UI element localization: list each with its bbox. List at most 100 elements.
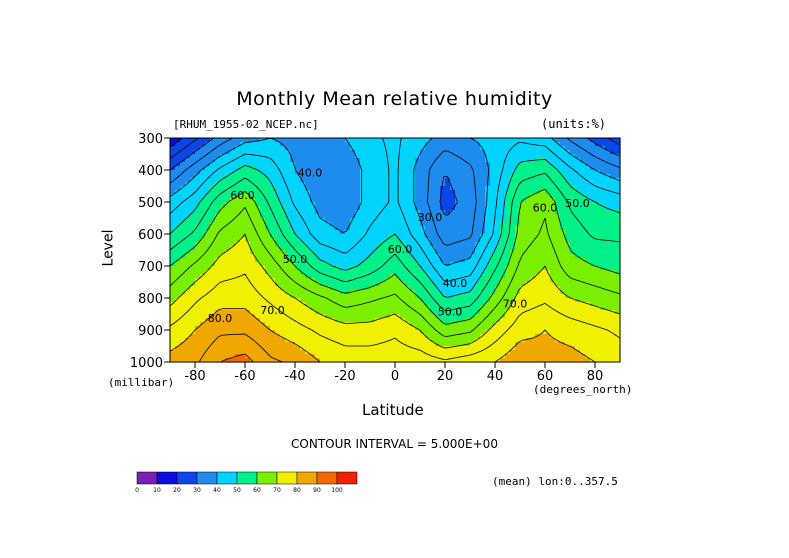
x-axis-unit: (degrees_north) [533,383,633,396]
heatmap-cell [570,322,576,327]
heatmap-cell [465,250,471,255]
heatmap-cell [610,302,616,307]
heatmap-cell [595,214,601,219]
heatmap-cell [240,150,246,155]
heatmap-cell [580,310,586,315]
heatmap-cell [560,218,566,223]
heatmap-cell [450,182,456,187]
heatmap-cell [445,230,451,235]
heatmap-cell [335,322,341,327]
heatmap-cell [475,298,481,303]
heatmap-cell [365,230,371,235]
heatmap-cell [290,346,296,351]
heatmap-cell [365,346,371,351]
heatmap-cell [250,170,256,175]
heatmap-cell [225,186,231,191]
heatmap-cell [260,142,266,147]
heatmap-cell [525,254,531,259]
heatmap-cell [320,190,326,195]
heatmap-cell [580,234,586,239]
heatmap-cell [255,266,261,271]
heatmap-cell [370,138,376,143]
heatmap-cell [560,354,566,359]
heatmap-cell [580,210,586,215]
heatmap-cell [455,254,461,259]
heatmap-cell [305,298,311,303]
heatmap-cell [600,322,606,327]
heatmap-cell [365,146,371,151]
heatmap-cell [265,358,271,363]
heatmap-cell [325,342,331,347]
heatmap-cell [605,298,611,303]
heatmap-cell [450,342,456,347]
heatmap-cell [445,206,451,211]
heatmap-cell [355,198,361,203]
heatmap-cell [185,302,191,307]
heatmap-cell [280,242,286,247]
heatmap-cell [185,278,191,283]
heatmap-cell [285,206,291,211]
heatmap-cell [500,190,506,195]
heatmap-cell [425,342,431,347]
heatmap-cell [205,142,211,147]
heatmap-cell [350,206,356,211]
heatmap-cell [395,166,401,171]
heatmap-cell [550,146,556,151]
heatmap-cell [425,186,431,191]
heatmap-cell [545,178,551,183]
heatmap-cell [235,274,241,279]
heatmap-cell [570,330,576,335]
heatmap-cell [280,210,286,215]
heatmap-cell [455,286,461,291]
heatmap-cell [330,162,336,167]
heatmap-cell [335,206,341,211]
heatmap-cell [205,322,211,327]
heatmap-cell [565,314,571,319]
heatmap-cell [590,174,596,179]
heatmap-cell [500,262,506,267]
heatmap-cell [480,146,486,151]
heatmap-cell [270,302,276,307]
heatmap-cell [565,162,571,167]
heatmap-cell [545,350,551,355]
heatmap-cell [250,234,256,239]
heatmap-cell [610,182,616,187]
heatmap-cell [375,222,381,227]
heatmap-cell [425,246,431,251]
heatmap-cell [565,302,571,307]
heatmap-cell [250,266,256,271]
heatmap-cell [285,306,291,311]
heatmap-cell [420,234,426,239]
heatmap-cell [370,258,376,263]
heatmap-cell [385,190,391,195]
heatmap-cell [190,138,196,143]
heatmap-cell [555,198,561,203]
heatmap-cell [320,210,326,215]
heatmap-cell [280,354,286,359]
heatmap-cell [565,282,571,287]
heatmap-cell [475,190,481,195]
heatmap-cell [170,150,176,155]
heatmap-cell [395,142,401,147]
heatmap-cell [460,146,466,151]
heatmap-cell [445,182,451,187]
heatmap-cell [585,262,591,267]
heatmap-cell [545,310,551,315]
heatmap-cell [450,146,456,151]
heatmap-cell [285,190,291,195]
heatmap-cell [260,146,266,151]
heatmap-cell [185,194,191,199]
heatmap-cell [390,310,396,315]
heatmap-cell [355,246,361,251]
heatmap-cell [275,198,281,203]
heatmap-cell [445,286,451,291]
heatmap-cell [595,314,601,319]
heatmap-cell [245,274,251,279]
heatmap-cell [610,214,616,219]
heatmap-cell [610,350,616,355]
heatmap-cell [185,286,191,291]
heatmap-cell [370,274,376,279]
heatmap-cell [510,290,516,295]
heatmap-cell [300,270,306,275]
heatmap-cell [440,186,446,191]
